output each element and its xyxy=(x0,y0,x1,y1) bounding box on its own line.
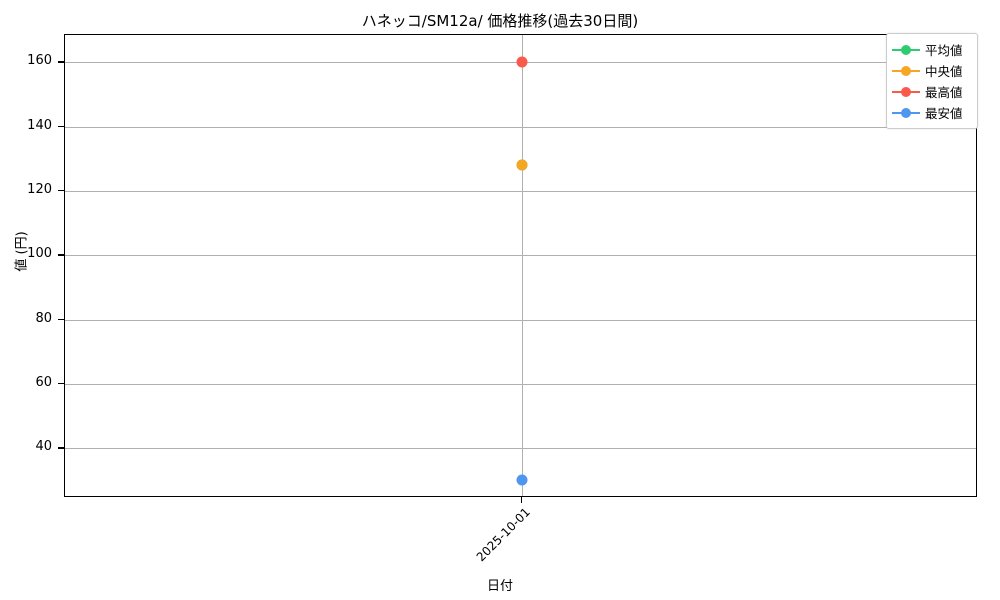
gridline xyxy=(521,35,523,496)
data-point xyxy=(516,159,527,171)
legend-item-3[interactable]: 最高値 xyxy=(892,81,971,102)
y-tick-mark xyxy=(58,318,64,320)
legend-item-label: 最高値 xyxy=(925,85,963,100)
y-tick-mark xyxy=(58,189,64,192)
gridline xyxy=(65,383,976,385)
legend-marker-icon xyxy=(892,86,920,97)
legend-item-label: 中央値 xyxy=(925,64,963,79)
y-tick-label: 160 xyxy=(27,53,52,69)
gridline xyxy=(65,448,976,450)
gridline xyxy=(65,319,976,321)
legend-item-label: 最安値 xyxy=(925,106,963,121)
legend-item-label: 平均値 xyxy=(925,43,963,58)
y-tick-label: 140 xyxy=(27,117,52,133)
gridline xyxy=(65,255,976,257)
y-tick-label: 60 xyxy=(35,374,52,390)
x-tick-mark xyxy=(520,497,522,503)
legend-item-2[interactable]: 中央値 xyxy=(892,60,971,81)
y-tick-mark xyxy=(58,382,64,385)
legend-item-1[interactable]: 平均値 xyxy=(892,39,971,60)
legend-marker-icon xyxy=(892,107,920,118)
data-point xyxy=(516,56,527,68)
y-tick-label: 100 xyxy=(27,246,52,262)
y-tick-label: 80 xyxy=(35,310,52,326)
y-tick-mark xyxy=(58,254,64,256)
y-tick-label: 120 xyxy=(27,181,52,197)
legend-marker-icon xyxy=(892,44,920,55)
x-axis-label: 日付 xyxy=(486,579,513,594)
data-point xyxy=(516,474,527,486)
y-tick-label: 40 xyxy=(35,439,52,455)
plot-area xyxy=(64,34,977,497)
gridline xyxy=(65,126,976,128)
chart-title: ハネッコ/SM12a/ 価格推移(過去30日間) xyxy=(361,12,639,30)
legend[interactable]: 平均値中央値最高値最安値 xyxy=(886,33,978,129)
y-tick-mark xyxy=(58,125,64,127)
legend-item-4[interactable]: 最安値 xyxy=(892,102,971,123)
gridline xyxy=(65,190,976,192)
y-tick-mark xyxy=(58,61,64,63)
y-tick-mark xyxy=(58,447,64,449)
legend-marker-icon xyxy=(892,65,920,76)
